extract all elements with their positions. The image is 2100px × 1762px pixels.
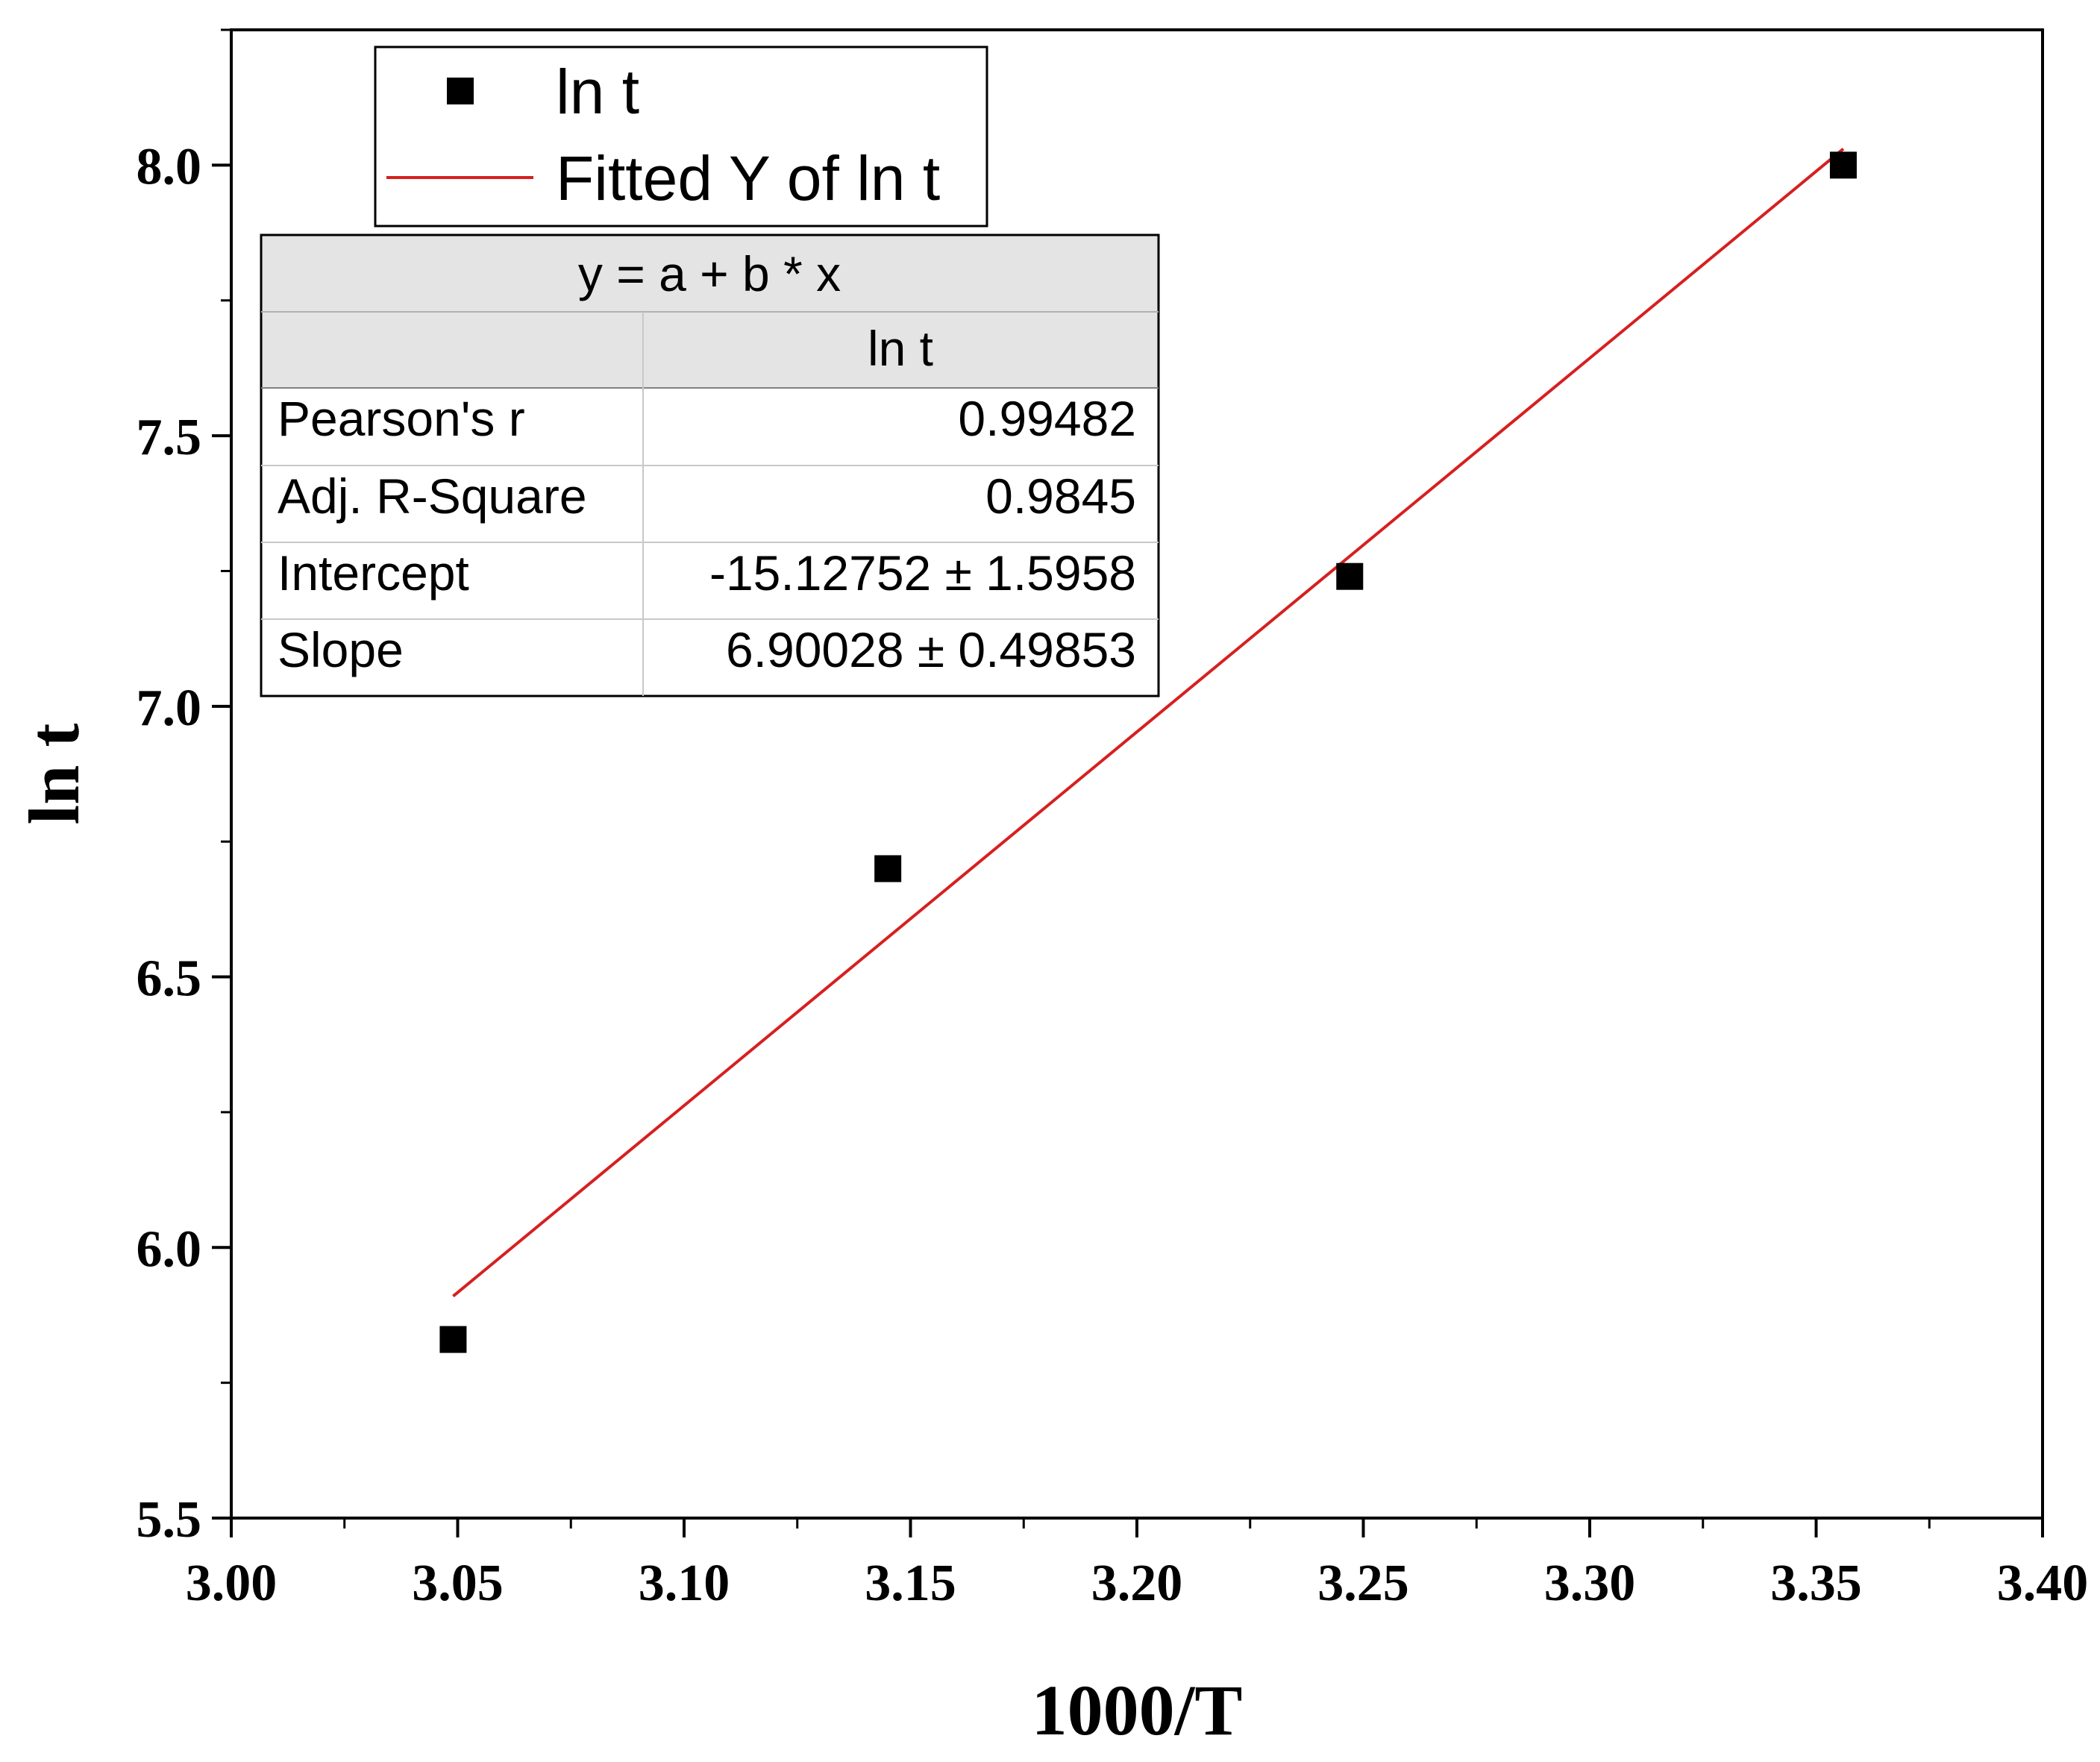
y-tick-label: 6.5	[137, 950, 202, 1008]
fit-row-value: -15.12752 ± 1.5958	[709, 545, 1136, 601]
y-tick-label: 7.5	[137, 409, 202, 466]
x-tick-label: 3.20	[1091, 1555, 1183, 1612]
data-point	[439, 1326, 467, 1353]
fit-row-label: Adj. R-Square	[278, 468, 587, 524]
legend-marker-square	[447, 78, 474, 104]
x-tick-label: 3.25	[1317, 1555, 1409, 1612]
fit-row-value: 0.9845	[985, 468, 1136, 524]
legend-label-points: ln t	[556, 57, 639, 127]
x-tick-label: 3.10	[639, 1555, 730, 1612]
legend-frame	[374, 46, 988, 228]
x-tick-label: 3.05	[412, 1555, 504, 1612]
x-axis-title: 1000/T	[1032, 1670, 1243, 1750]
data-point	[874, 855, 902, 882]
y-tick-label: 7.0	[137, 680, 202, 737]
fit-table: y = a + b * x ln t Pearson's r 0.99482 A…	[260, 233, 1160, 697]
fit-line	[452, 148, 1845, 1298]
fit-row-label: Intercept	[278, 545, 469, 601]
fit-row-label: Pearson's r	[278, 391, 525, 446]
y-tick-label: 8.0	[137, 138, 202, 195]
legend: ln t Fitted Y of ln t	[374, 46, 988, 228]
x-tick-label: 3.35	[1770, 1555, 1862, 1612]
fit-column-header: ln t	[868, 321, 933, 376]
x-tick-label: 3.30	[1544, 1555, 1636, 1612]
fit-row-value: 0.99482	[958, 391, 1136, 446]
legend-label-fit: Fitted Y of ln t	[556, 143, 940, 213]
y-tick-label: 6.0	[137, 1220, 202, 1278]
y-axis-title: ln t	[14, 723, 94, 824]
data-point	[1829, 151, 1857, 179]
y-tick-label: 5.5	[137, 1491, 202, 1549]
x-tick-label: 3.00	[186, 1555, 278, 1612]
fit-row-value: 6.90028 ± 0.49853	[726, 622, 1136, 677]
x-tick-label: 3.15	[865, 1555, 956, 1612]
data-point	[1336, 562, 1364, 590]
fit-row-label: Slope	[278, 622, 404, 677]
fit-equation: y = a + b * x	[578, 246, 841, 301]
x-tick-label: 3.40	[1997, 1555, 2089, 1612]
plot-area	[439, 148, 1857, 1353]
axes: 3.00 3.05 3.10 3.15 3.20 3.25 3.30 3.35 3.40 5.5 6…	[137, 28, 2089, 1612]
